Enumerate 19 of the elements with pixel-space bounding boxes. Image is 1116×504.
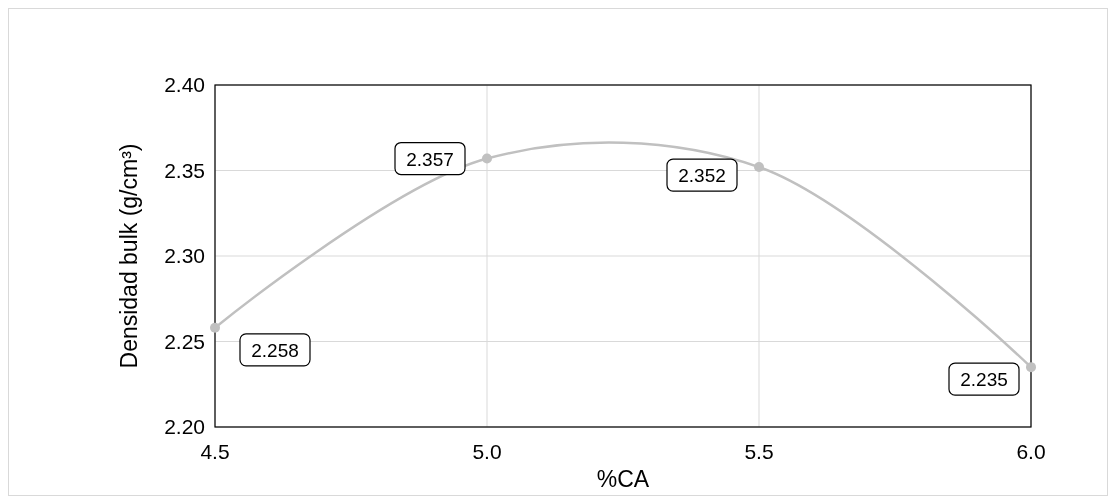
x-tick-label: 6.0 bbox=[1016, 440, 1046, 463]
y-tick-label: 2.40 bbox=[164, 73, 205, 96]
data-label: 2.357 bbox=[406, 148, 454, 170]
data-label: 2.235 bbox=[960, 369, 1008, 391]
point bbox=[754, 162, 764, 173]
point bbox=[210, 322, 220, 333]
x-tick-label: 5.0 bbox=[472, 440, 502, 463]
y-tick-label: 2.20 bbox=[164, 415, 205, 438]
data-label: 2.258 bbox=[251, 339, 299, 361]
data-label: 2.352 bbox=[678, 165, 726, 187]
y-axis-title: Densidad bulk (g/cm³) bbox=[116, 143, 142, 369]
x-tick-label: 5.5 bbox=[744, 440, 774, 463]
y-tick-label: 2.35 bbox=[164, 158, 205, 182]
point bbox=[482, 153, 492, 164]
y-tick-label: 2.30 bbox=[164, 244, 205, 267]
y-tick-label: 2.25 bbox=[164, 329, 205, 353]
point bbox=[1026, 362, 1036, 373]
x-axis-title: %CA bbox=[596, 466, 650, 492]
x-tick-label: 4.5 bbox=[200, 440, 230, 463]
